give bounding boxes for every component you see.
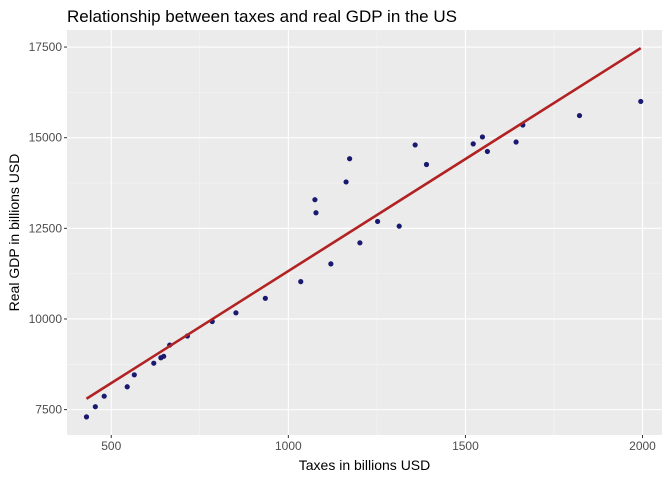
data-point [124,384,130,390]
y-axis: 7500 10000 12500 15000 17500 [29,40,67,417]
data-point [484,148,490,155]
data-point [161,353,167,359]
y-axis-title: Real GDP in billions USD [6,154,22,312]
data-point [298,279,304,285]
data-point [131,372,137,378]
chart-title: Relationship between taxes and real GDP … [67,7,457,26]
x-axis: 500 1000 1500 2000 [101,435,656,453]
data-point [347,156,353,162]
y-tick-label: 15000 [29,131,63,145]
data-point [328,261,334,267]
data-point [92,404,98,410]
y-tick-label: 17500 [29,40,63,54]
plot-panel [67,30,662,435]
data-point [423,161,430,168]
data-point [375,218,381,225]
data-point [312,197,318,203]
x-tick-label: 1500 [452,439,479,453]
y-tick-label: 7500 [35,403,62,417]
data-point [83,414,90,420]
data-point [412,142,418,148]
y-tick-label: 10000 [29,312,63,326]
data-point [396,223,402,229]
data-point [479,134,486,140]
x-axis-title: Taxes in billions USD [299,457,431,473]
x-tick-label: 500 [101,439,121,453]
data-point [101,393,107,399]
data-point [576,112,583,119]
regression-line [85,47,642,400]
x-tick-label: 1000 [275,439,302,453]
data-point [151,360,157,366]
data-point [233,310,239,316]
data-point [638,98,644,105]
data-point [470,141,476,147]
data-point [262,295,268,301]
y-tick-label: 12500 [29,221,63,235]
data-point [313,210,319,216]
data-point [357,240,363,246]
data-point [513,139,519,145]
x-tick-label: 2000 [629,439,656,453]
data-point [343,179,349,185]
